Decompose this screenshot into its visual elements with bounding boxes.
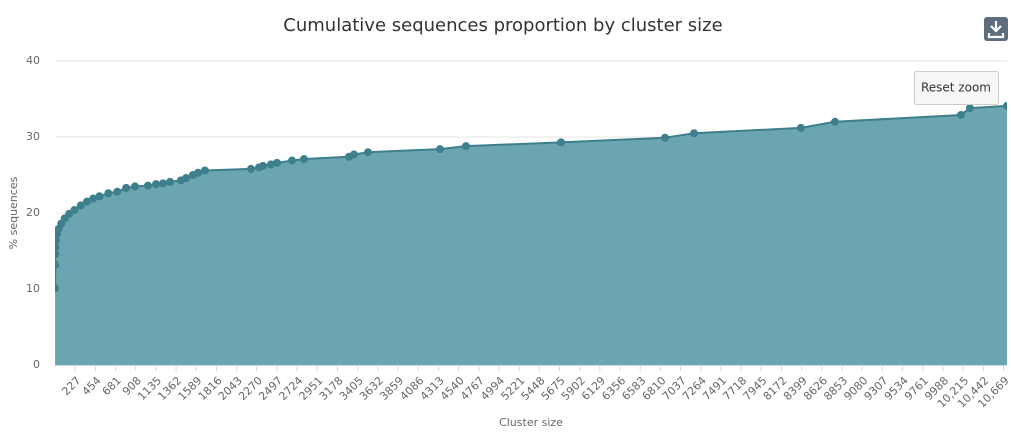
point xyxy=(104,189,113,198)
point xyxy=(151,180,160,189)
point xyxy=(76,201,85,210)
point xyxy=(70,205,79,214)
point xyxy=(796,123,805,132)
point xyxy=(200,166,209,175)
point xyxy=(461,142,470,151)
area xyxy=(55,105,1007,365)
y-axis-title: % sequences xyxy=(7,176,20,249)
reset-zoom-box[interactable] xyxy=(914,71,999,105)
x-tick-label: 681 xyxy=(100,374,124,398)
point xyxy=(830,117,839,126)
point xyxy=(55,250,60,259)
point xyxy=(194,168,203,177)
point xyxy=(287,156,296,165)
point xyxy=(965,104,974,113)
point xyxy=(55,284,60,293)
point xyxy=(689,129,698,138)
reset-zoom-label[interactable]: Reset zoom xyxy=(921,81,991,95)
x-axis-title: Cluster size xyxy=(499,416,563,429)
point xyxy=(113,187,122,196)
point xyxy=(247,164,256,173)
point xyxy=(364,148,373,157)
point xyxy=(166,177,175,186)
point xyxy=(122,183,131,192)
point xyxy=(131,182,140,191)
point xyxy=(259,161,268,170)
chart-title: Cumulative sequences proportion by clust… xyxy=(283,15,722,36)
point xyxy=(272,158,281,167)
point xyxy=(436,145,445,154)
reset-zoom-button[interactable]: Reset zoom xyxy=(914,71,999,105)
download-button[interactable] xyxy=(984,17,1008,41)
point xyxy=(300,155,309,164)
point xyxy=(55,260,60,269)
point xyxy=(143,181,152,190)
point xyxy=(661,133,670,142)
x-tick-label: 227 xyxy=(59,374,83,398)
y-tick-label: 30 xyxy=(26,130,40,143)
point xyxy=(159,179,168,188)
point xyxy=(55,243,60,252)
point xyxy=(83,197,92,206)
point xyxy=(182,174,191,183)
point xyxy=(349,150,358,159)
y-tick-label: 20 xyxy=(26,206,40,219)
point xyxy=(956,110,965,119)
point xyxy=(557,138,566,147)
point xyxy=(55,236,60,245)
point xyxy=(89,194,98,203)
y-tick-label: 0 xyxy=(33,358,40,371)
x-tick-label: 454 xyxy=(80,374,104,398)
point xyxy=(1003,101,1007,110)
y-tick-label: 40 xyxy=(26,54,40,67)
y-tick-label: 10 xyxy=(26,282,40,295)
point xyxy=(95,192,104,201)
